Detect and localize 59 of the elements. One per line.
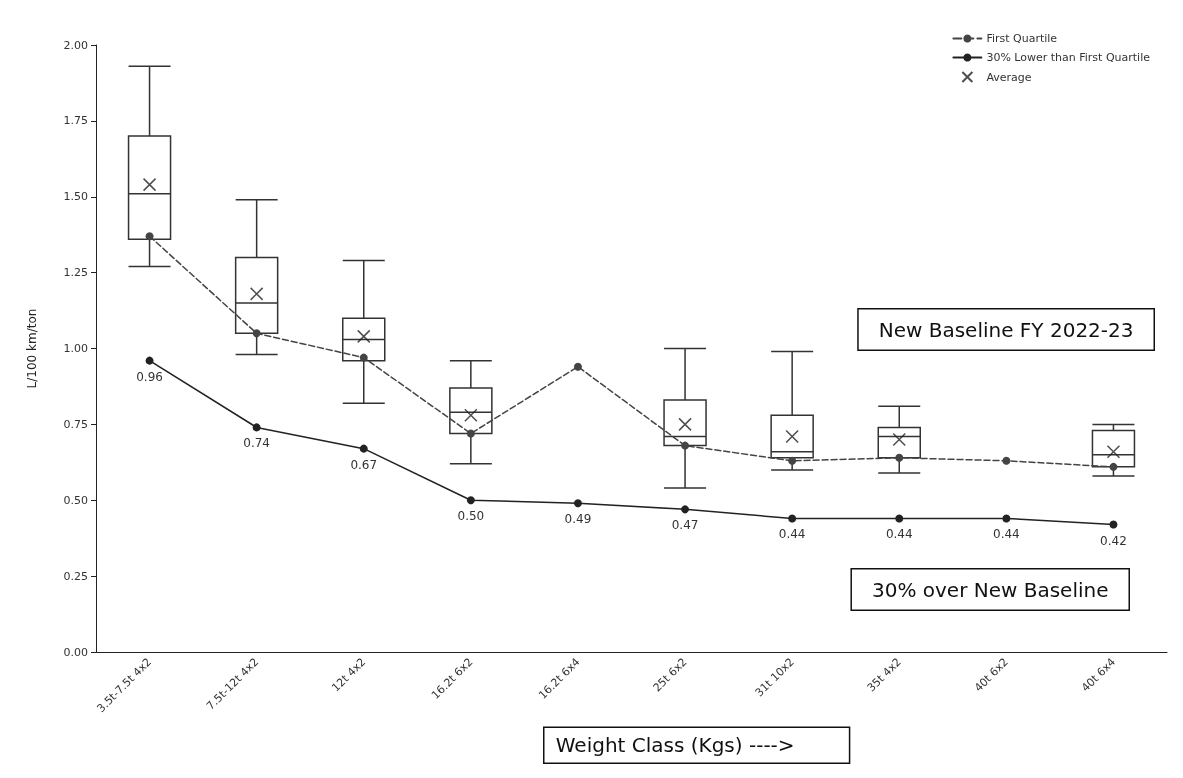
data-label: 0.44 xyxy=(885,527,913,542)
point xyxy=(1106,444,1121,459)
point xyxy=(895,453,904,462)
point xyxy=(145,232,154,241)
point xyxy=(357,329,371,344)
x-tick-label: 12t 4x2 xyxy=(329,655,369,695)
data-label: 0.49 xyxy=(564,512,592,527)
point xyxy=(142,177,157,192)
point xyxy=(678,417,692,432)
y-axis-title: L/100 km/ton xyxy=(25,308,39,389)
y-tick-label: 1.75 xyxy=(63,114,88,128)
x-tick-label: 40t 6x2 xyxy=(971,655,1011,695)
data-label: 0.96 xyxy=(136,369,163,384)
point xyxy=(466,496,475,505)
y-tick-label: 0.25 xyxy=(63,569,88,583)
point xyxy=(1109,520,1118,529)
legend-label: 30% Lower than First Quartile xyxy=(986,51,1151,64)
point xyxy=(249,287,264,301)
data-label: 0.44 xyxy=(992,527,1020,542)
legend-label: Average xyxy=(986,70,1032,84)
x-tick-label: 35t 4x2 xyxy=(864,655,904,695)
data-label: 0.47 xyxy=(671,518,699,533)
point xyxy=(573,499,582,508)
data-label: 0.50 xyxy=(457,509,485,524)
point xyxy=(359,353,368,362)
annotation: New Baseline FY 2022-23 xyxy=(878,317,1134,342)
data-label: 0.74 xyxy=(243,436,271,451)
point xyxy=(1002,514,1011,523)
y-tick-label: 0.75 xyxy=(63,417,88,431)
x-tick-label: 40t 6x4 xyxy=(1078,655,1119,695)
data-label: 0.44 xyxy=(778,527,806,542)
point xyxy=(681,441,690,450)
point xyxy=(1109,462,1118,471)
y-tick-label: 1.00 xyxy=(63,342,88,355)
point xyxy=(681,505,690,514)
data-label: 0.42 xyxy=(1100,533,1127,548)
y-tick-label: 0.50 xyxy=(63,493,88,507)
y-tick-label: 1.50 xyxy=(63,190,88,204)
y-tick-label: 1.25 xyxy=(63,266,88,280)
y-tick-label: 2.00 xyxy=(63,38,88,52)
x-axis-title: Weight Class (Kgs) ----> xyxy=(555,733,795,758)
annotation: 30% over New Baseline xyxy=(871,577,1109,602)
point xyxy=(464,408,478,423)
y-tick-label: 0.00 xyxy=(63,645,88,659)
point xyxy=(895,514,904,523)
point xyxy=(573,362,582,371)
point xyxy=(252,423,261,432)
data-label: 0.67 xyxy=(350,457,378,472)
x-tick-label: 25t 6x2 xyxy=(650,655,690,695)
point xyxy=(785,429,799,444)
point xyxy=(466,429,475,438)
point xyxy=(359,444,368,453)
legend-label: First Quartile xyxy=(986,32,1058,45)
point xyxy=(252,329,261,338)
point xyxy=(145,356,154,365)
point xyxy=(788,456,797,465)
point xyxy=(788,514,797,523)
point xyxy=(892,432,906,447)
point xyxy=(1002,456,1011,465)
